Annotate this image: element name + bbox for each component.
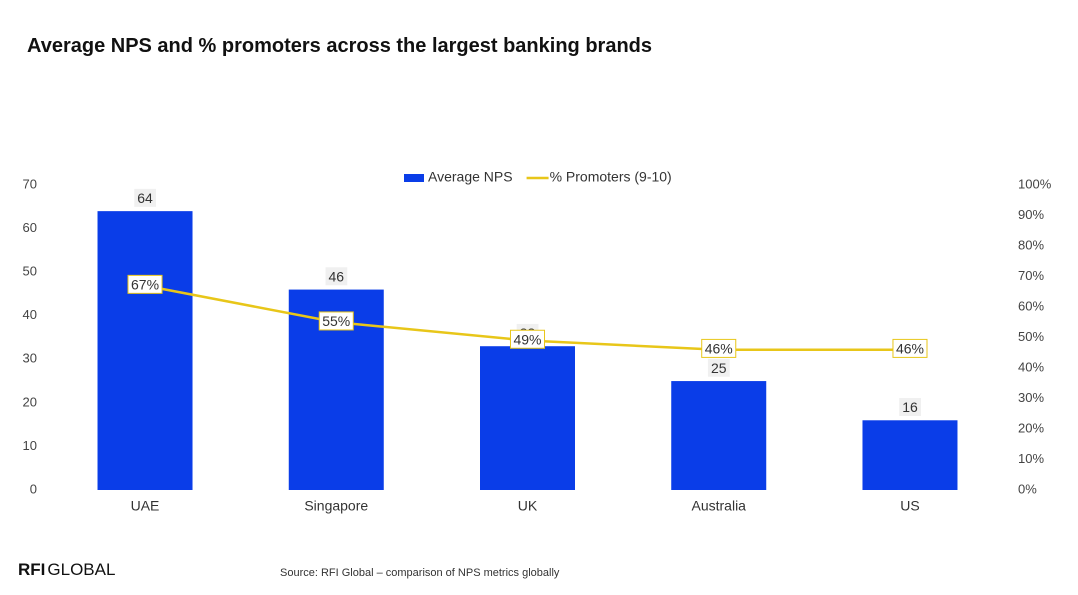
bar-value-label-box (134, 188, 157, 207)
chart-title: Average NPS and % promoters across the l… (27, 35, 652, 57)
y-tick-label: 20 (23, 394, 37, 409)
brand-text: GLOBAL (47, 560, 115, 579)
y-tick-label: 0 (30, 481, 37, 496)
line-value-label: 46% (705, 340, 733, 356)
bar-value-label: 64 (137, 190, 153, 206)
bar-value-label-box (707, 358, 730, 377)
line-value-label-box (892, 338, 928, 358)
bar-value-label: 16 (902, 399, 918, 415)
bar-value-label-box (325, 267, 348, 286)
bar (671, 381, 767, 490)
y2-tick-label: 20% (1018, 420, 1044, 435)
line-value-label: 46% (896, 340, 924, 356)
source-note: Source: RFI Global – comparison of NPS m… (280, 567, 560, 579)
line-value-label: 67% (131, 276, 159, 292)
y-tick-label: 70 (23, 176, 37, 191)
legend-label: Average NPS (428, 169, 513, 185)
y2-tick-label: 30% (1018, 390, 1044, 405)
line-value-label-box (509, 329, 546, 349)
y-tick-label: 30 (23, 351, 37, 366)
line-value-label-box (127, 274, 163, 294)
y2-tick-label: 70% (1018, 268, 1044, 283)
bar (97, 211, 193, 490)
line-value-label-box (701, 338, 737, 358)
line-value-label-box (318, 311, 354, 331)
bar (480, 346, 575, 490)
x-tick-label: UAE (131, 498, 160, 514)
y-tick-label: 40 (23, 307, 37, 322)
y2-tick-label: 10% (1018, 451, 1044, 466)
legend-label: % Promoters (9-10) (550, 169, 672, 185)
x-tick-label: Singapore (304, 498, 368, 514)
y2-tick-label: 50% (1018, 329, 1044, 344)
y2-tick-label: 40% (1018, 359, 1044, 374)
brand-bold: RFI (18, 560, 45, 579)
line-value-label: 55% (322, 313, 350, 329)
x-tick-label: US (900, 498, 919, 514)
y2-tick-label: 0% (1018, 481, 1037, 496)
bar (862, 420, 958, 490)
y-tick-label: 60 (23, 220, 37, 235)
x-tick-label: Australia (692, 498, 747, 514)
y-tick-label: 50 (23, 264, 37, 279)
bar-value-label-box (899, 397, 921, 416)
y2-tick-label: 60% (1018, 298, 1044, 313)
y2-tick-label: 80% (1018, 237, 1044, 252)
bar-value-label: 46 (328, 268, 344, 284)
bar-value-label: 25 (711, 360, 727, 376)
y2-tick-label: 100% (1018, 176, 1052, 191)
y-tick-label: 10 (23, 438, 37, 453)
y2-tick-label: 90% (1018, 207, 1044, 222)
x-tick-label: UK (518, 498, 538, 514)
legend-swatch (404, 174, 424, 182)
brand-logo: RFI GLOBAL (18, 560, 115, 579)
line-value-label: 49% (513, 331, 541, 347)
